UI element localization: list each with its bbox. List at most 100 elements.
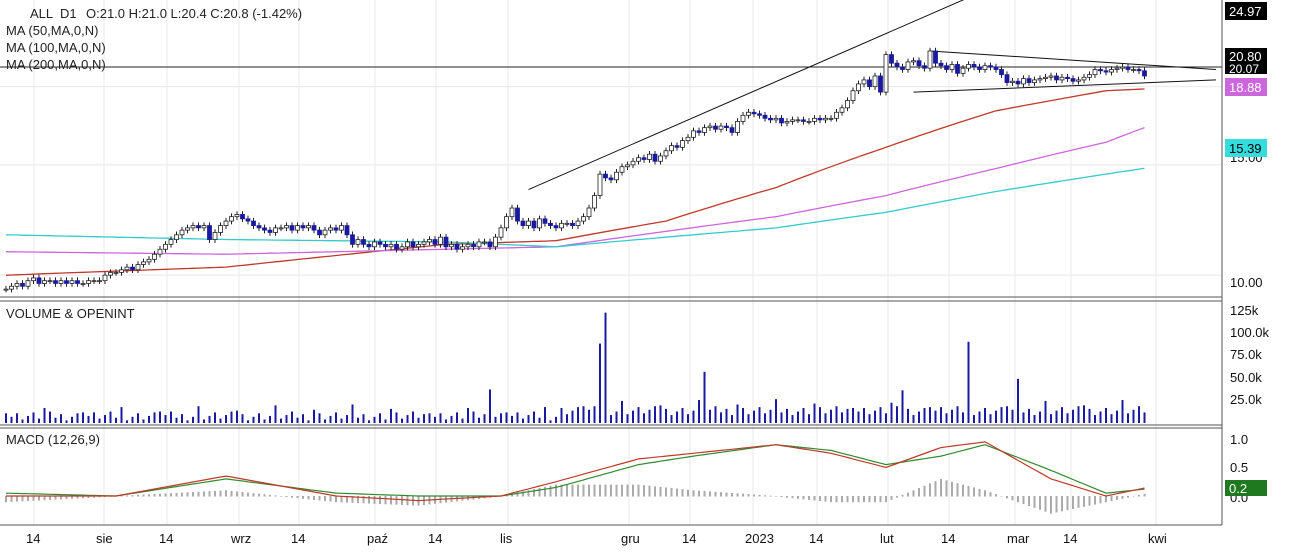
macd-histogram-bar — [274, 495, 277, 497]
macd-histogram-bar — [1017, 496, 1019, 503]
macd-histogram-bar — [973, 487, 975, 497]
candle-body — [201, 225, 207, 229]
volume-bar — [698, 400, 700, 423]
volume-bar — [659, 405, 662, 423]
volume-bar — [71, 416, 73, 423]
macd-panel — [5, 441, 1146, 514]
volume-bar — [148, 415, 150, 423]
volume-bar — [665, 408, 667, 423]
volume-bar — [830, 409, 832, 423]
volume-bar — [610, 415, 612, 423]
candle-body — [691, 130, 696, 138]
volume-bar — [164, 415, 167, 423]
macd-histogram-bar — [835, 496, 838, 503]
candle-body — [955, 64, 960, 74]
macd-histogram-bar — [945, 480, 948, 497]
candle-body — [344, 225, 350, 236]
macd-histogram-bar — [670, 488, 673, 497]
macd-histogram-bar — [71, 496, 73, 499]
macd-histogram-bar — [703, 491, 706, 497]
candle-body — [278, 227, 284, 230]
candle-body — [163, 243, 168, 250]
volume-bar — [21, 419, 24, 423]
volume-bar — [709, 409, 711, 423]
candle-body — [471, 243, 476, 248]
macd-histogram-bar — [1050, 496, 1052, 514]
volume-bar — [687, 414, 689, 423]
volume-bar — [731, 415, 733, 423]
volume-bar — [263, 419, 266, 423]
candle-body — [729, 127, 735, 133]
volume-bar — [885, 413, 887, 423]
candle-body — [119, 269, 124, 273]
volume-bar — [681, 407, 684, 423]
candle-body — [509, 207, 515, 218]
candle-body — [1043, 76, 1048, 79]
macd-histogram-bar — [786, 496, 788, 498]
volume-bar — [912, 415, 915, 423]
macd-histogram-bar — [186, 492, 189, 497]
candle-body — [383, 243, 388, 248]
price-badge-high-text: 24.97 — [1229, 4, 1262, 19]
grid — [0, 0, 1222, 525]
macd-histogram-bar — [285, 496, 288, 498]
candle-body — [432, 239, 438, 245]
macd-histogram-bar — [846, 496, 849, 503]
volume-bar — [626, 414, 629, 423]
volume-bar — [841, 412, 843, 423]
volume-bar — [329, 415, 332, 423]
volume-bar — [500, 413, 502, 423]
candle-body — [152, 253, 157, 260]
volume-bar — [511, 415, 513, 423]
candle-body — [927, 50, 933, 69]
price-badge-ma200-text: 15.39 — [1229, 141, 1262, 156]
volume-bar — [929, 407, 931, 423]
macd-histogram-bar — [791, 496, 794, 499]
volume-bar — [346, 415, 348, 423]
volume-bar — [857, 411, 860, 423]
macd-histogram-bar — [918, 488, 920, 497]
candle-body — [80, 283, 86, 285]
candle-body — [388, 243, 394, 248]
candle-body — [317, 229, 322, 236]
volume-bar — [10, 416, 13, 423]
volume-bar — [692, 410, 695, 423]
macd-histogram-bar — [758, 494, 761, 497]
volume-bar — [236, 410, 238, 423]
macd-histogram-bar — [819, 496, 821, 502]
volume-bar — [780, 412, 783, 423]
macd-histogram-bar — [153, 494, 156, 497]
candle-body — [515, 207, 520, 222]
candle-body — [1081, 76, 1087, 81]
macd-histogram-bar — [676, 488, 678, 497]
macd-histogram-bar — [291, 496, 293, 498]
volume-bar — [654, 406, 656, 423]
volume-bar — [335, 412, 337, 423]
x-label-10: 2023 — [745, 531, 774, 546]
candle-body — [1125, 66, 1131, 70]
candle-body — [234, 214, 240, 218]
volume-panel-title: VOLUME & OPENINT — [6, 306, 135, 321]
volume-bar — [197, 406, 200, 423]
candle-body — [493, 236, 498, 248]
macd-histogram-bar — [890, 496, 893, 500]
price-badge-high — [1225, 2, 1267, 20]
macd-histogram-bar — [346, 496, 348, 503]
candle-body — [658, 155, 663, 162]
volume-bar — [1116, 410, 1118, 423]
macd-histogram-bar — [335, 496, 337, 503]
candle-body — [1131, 69, 1136, 71]
candle-body — [1026, 78, 1032, 83]
candle-body — [592, 195, 597, 209]
candle-body — [410, 241, 416, 248]
macd-histogram-bar — [65, 496, 68, 500]
candle-body — [1103, 70, 1109, 73]
macd-histogram-bar — [357, 496, 359, 504]
candle-body — [1087, 74, 1092, 78]
volume-bar — [230, 411, 233, 423]
volume-bar — [439, 413, 442, 423]
macd-histogram-bar — [714, 491, 717, 497]
candle-body — [812, 117, 817, 122]
macd-histogram-bar — [929, 483, 931, 497]
